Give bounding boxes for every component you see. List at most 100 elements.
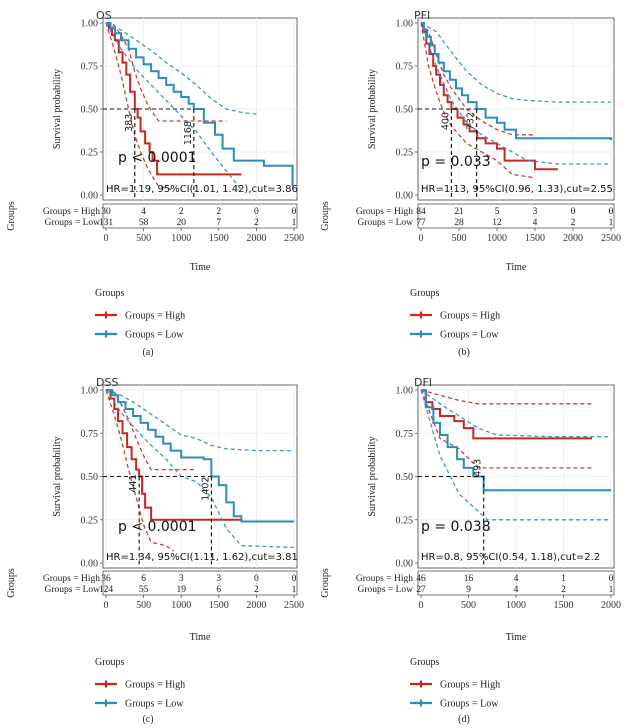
risk-count: 1: [292, 218, 297, 228]
risk-count: 55: [139, 585, 149, 595]
legend-entry-low: Groups = Low: [125, 330, 184, 341]
ci-high-lower: [105, 22, 174, 191]
ci-low-upper: [420, 22, 611, 103]
risk-row-label: Groups = High: [356, 574, 413, 584]
y-tick-label: 0.50: [81, 472, 99, 483]
risk-table-frame: [102, 570, 298, 596]
risk-count: 2: [179, 207, 184, 217]
risk-count: 1: [292, 585, 297, 595]
risk-count: 19: [176, 585, 186, 595]
y-axis-label: Survival probability: [367, 69, 378, 149]
survival-curve-high: [106, 22, 242, 176]
panel-caption: (d): [458, 714, 470, 725]
x-tick-label: 2500: [284, 233, 304, 244]
risk-table-frame: [417, 203, 615, 229]
median-label: 493: [473, 459, 484, 477]
hazard-ratio-text: HR=1.34, 95%CI(1.11, 1.62),cut=3.81: [106, 552, 298, 563]
risk-count: 16: [464, 574, 474, 584]
risk-count: 3: [179, 574, 184, 584]
p-value: p = 0.038: [421, 519, 491, 535]
risk-count: 5: [495, 207, 500, 217]
ci-low-lower: [420, 389, 611, 521]
legend-title: Groups: [410, 288, 440, 299]
risk-count: 3: [216, 574, 221, 584]
survival-curve-high: [421, 22, 558, 171]
risk-count: 4: [141, 207, 146, 217]
y-tick-label: 0.75: [81, 429, 99, 440]
legend-entry-high: Groups = High: [125, 311, 185, 322]
ci-low-upper: [420, 389, 611, 438]
risk-count: 2: [571, 218, 576, 228]
x-tick-label: 1000: [171, 600, 191, 611]
legend-entry-high: Groups = High: [440, 311, 500, 322]
risk-count: 131: [99, 218, 114, 228]
panel-d: 493 DFI 0.00 0.25 0.50 0.75 1.00 Survival proba…: [320, 376, 621, 725]
risk-count: 0: [609, 574, 614, 584]
legend-title: Groups: [410, 657, 440, 668]
x-tick-label: 2000: [601, 600, 621, 611]
x-tick-label: 0: [419, 600, 424, 611]
survival-curve-low: [106, 22, 294, 187]
risk-count: 0: [609, 207, 614, 217]
x-axis-label: Time: [506, 262, 527, 273]
x-tick-label: 1500: [525, 233, 545, 244]
risk-table-ylabel: Groups: [6, 568, 17, 598]
y-tick-label: 0.25: [81, 515, 99, 526]
ci-high-lower: [105, 389, 175, 552]
y-tick-label: 0.75: [396, 62, 414, 73]
risk-count: 4: [514, 585, 519, 595]
panel-c: 441 1402 DSS 0.00 0.25 0.50 0.75 1.00 Survival p…: [6, 376, 304, 725]
risk-count: 2: [561, 585, 566, 595]
risk-count: 0: [292, 207, 297, 217]
x-tick-label: 1000: [171, 233, 191, 244]
x-axis-label: Time: [190, 632, 211, 643]
panel-caption: (a): [142, 347, 153, 358]
x-tick-label: 2500: [284, 600, 304, 611]
risk-count: 2: [216, 207, 221, 217]
x-tick-label: 1500: [209, 600, 229, 611]
panel-title: OS: [96, 9, 112, 22]
survival-curve-low: [421, 22, 612, 140]
legend-title: Groups: [95, 657, 125, 668]
risk-count: 12: [492, 218, 502, 228]
risk-table-ylabel: Groups: [320, 201, 331, 231]
x-tick-label: 2000: [246, 233, 266, 244]
y-tick-label: 0.25: [396, 148, 414, 159]
y-tick-label: 0.75: [396, 429, 414, 440]
panel-a: 383 1168 OS 0.00 0.25 0.50 0.75 1.00 Survival pr…: [6, 9, 304, 358]
y-axis-label: Survival probability: [52, 69, 63, 149]
survival-curve-high: [421, 389, 592, 440]
panel-caption: (b): [458, 347, 470, 358]
median-label: 400: [440, 112, 451, 130]
y-tick-label: 0.50: [81, 105, 99, 116]
y-tick-label: 1.00: [81, 19, 99, 30]
panel-caption: (c): [142, 714, 153, 725]
y-tick-label: 1.00: [81, 386, 99, 397]
x-tick-label: 2500: [601, 233, 621, 244]
median-label: 383: [124, 114, 135, 132]
x-tick-label: 0: [104, 233, 109, 244]
x-tick-label: 1000: [487, 233, 507, 244]
median-label: 732: [466, 112, 477, 130]
p-value: p < 0.0001: [118, 150, 197, 166]
risk-count: 6: [216, 585, 221, 595]
panel-title: DSS: [96, 376, 118, 389]
ci-low-lower: [105, 22, 242, 191]
risk-count: 0: [254, 574, 259, 584]
y-tick-label: 0.00: [396, 559, 414, 570]
risk-count: 77: [416, 218, 426, 228]
survival-curve-high: [106, 389, 242, 521]
risk-count: 7: [216, 218, 221, 228]
risk-count: 2: [254, 585, 259, 595]
median-label: 1168: [183, 121, 194, 145]
risk-row-label: Groups = Low: [45, 585, 101, 595]
risk-row-label: Groups = Low: [45, 218, 101, 228]
risk-count: 3: [533, 207, 538, 217]
risk-table-ylabel: Groups: [320, 568, 331, 598]
x-tick-label: 2000: [246, 600, 266, 611]
risk-row-label: Groups = High: [43, 207, 100, 217]
y-tick-label: 0.00: [81, 191, 99, 202]
risk-count: 0: [571, 207, 576, 217]
